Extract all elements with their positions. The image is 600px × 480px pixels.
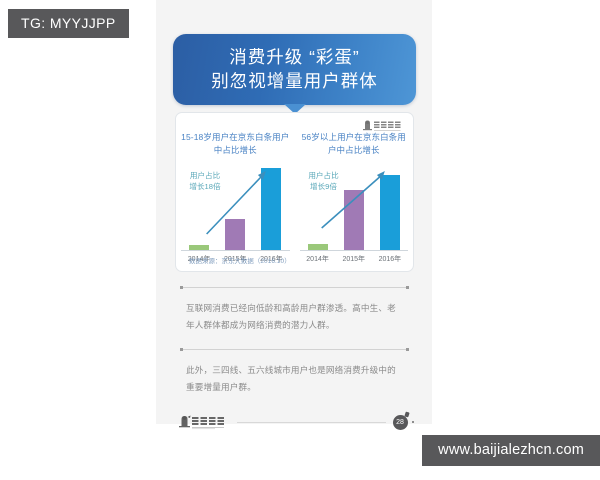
chart-right-title: 56岁以上用户在京东白条用户中占比增长 <box>301 132 406 156</box>
chart-left: 15-18岁用户在京东白条用户中占比增长 用户占比 增长18倍 201 <box>176 131 295 264</box>
chart-left-title: 15-18岁用户在京东白条用户中占比增长 <box>181 132 290 156</box>
xlabel-2016: 2016年 <box>260 256 283 264</box>
xlabel-2014: 2014年 <box>306 256 329 264</box>
bar-2014 <box>307 243 328 251</box>
xlabel-2015: 2015年 <box>342 256 366 264</box>
chart-right-plot: 用户占比 增长9倍 <box>300 168 409 251</box>
chart-left-plot: 用户占比 增长18倍 <box>181 168 290 251</box>
chart-left-annotation: 用户占比 增长18倍 <box>185 170 225 192</box>
xlabel-2015: 2015年 <box>223 256 247 264</box>
chart-right-axis <box>299 250 408 252</box>
chart-left-xlabels: 2014年 2015年 2016年 <box>181 254 290 264</box>
divider-dot-right <box>406 286 409 289</box>
page-number-badge: 28 <box>392 411 410 430</box>
charts-row: 15-18岁用户在京东白条用户中占比增长 用户占比 增长18倍 201 <box>176 131 413 264</box>
divider-dot-left <box>180 348 183 351</box>
title-banner-body: 消费升级 “彩蛋” 别忽视增量用户群体 <box>173 34 416 115</box>
bar-2015 <box>343 190 364 251</box>
divider-dot-right <box>406 348 409 351</box>
section-divider-1 <box>180 286 409 289</box>
chart-right-xlabels: 2014年 2015年 2016年 <box>300 254 409 264</box>
footer-dot-icon <box>411 420 414 424</box>
chart-left-axis <box>181 250 290 252</box>
bar-2015 <box>225 219 246 251</box>
section-divider-2 <box>180 348 409 351</box>
chart-card: 15-18岁用户在京东白条用户中占比增长 用户占比 增长18倍 201 <box>175 112 414 272</box>
divider-rule <box>183 349 406 350</box>
banner-notch-icon <box>283 104 306 115</box>
divider-rule <box>183 287 406 288</box>
bar-2014 <box>189 245 210 251</box>
growth-arrow-icon-left <box>206 171 266 235</box>
body-paragraph-2: 此外，三四线、五六线城市用户也是网络消费升级中的重要增量用户群。 <box>186 365 396 392</box>
chart-left-annotation-line1: 用户占比 <box>189 171 221 181</box>
xlabel-2016: 2016年 <box>378 256 402 264</box>
chart-right-annotation: 用户占比 增长9倍 <box>304 170 344 192</box>
url-watermark: www.baijialezhcn.com <box>422 435 600 466</box>
telegram-watermark: TG: MYYJJPP <box>8 9 129 38</box>
penguin-intelligence-logo-icon <box>179 415 224 429</box>
chart-right-bars <box>300 168 409 251</box>
footer-rule <box>237 421 386 423</box>
growth-arrow-icon-right <box>320 171 385 229</box>
xlabel-2014: 2014年 <box>187 256 211 264</box>
badge-stem-icon <box>403 411 410 417</box>
chart-right-annotation-line2: 增长9倍 <box>309 182 337 192</box>
chart-source-note: 数据来源：京东大数据（2016.10） <box>189 258 291 265</box>
divider-dot-left <box>180 286 183 289</box>
chart-right-annotation-line1: 用户占比 <box>308 171 339 181</box>
chart-left-annotation-line2: 增长18倍 <box>189 182 221 192</box>
banner-title-line2: 别忽视增量用户群体 <box>211 71 378 92</box>
banner-title-line1: 消费升级 “彩蛋” <box>229 47 360 67</box>
bar-2016 <box>379 174 400 251</box>
page-footer: 28 <box>178 411 414 432</box>
chart-right: 56岁以上用户在京东白条用户中占比增长 用户占比 增长9倍 2014年 <box>295 131 414 264</box>
chart-left-bars <box>181 168 290 251</box>
page-number-text: 28 <box>396 418 404 426</box>
bar-2016 <box>261 168 282 251</box>
title-banner: 消费升级 “彩蛋” 别忽视增量用户群体 <box>173 34 416 115</box>
penguin-intelligence-logo-icon <box>363 120 401 131</box>
body-paragraph-1: 互联网消费已经向低龄和高龄用户群渗透。高中生、老年人群体都成为网络消费的潜力人群… <box>186 303 396 330</box>
